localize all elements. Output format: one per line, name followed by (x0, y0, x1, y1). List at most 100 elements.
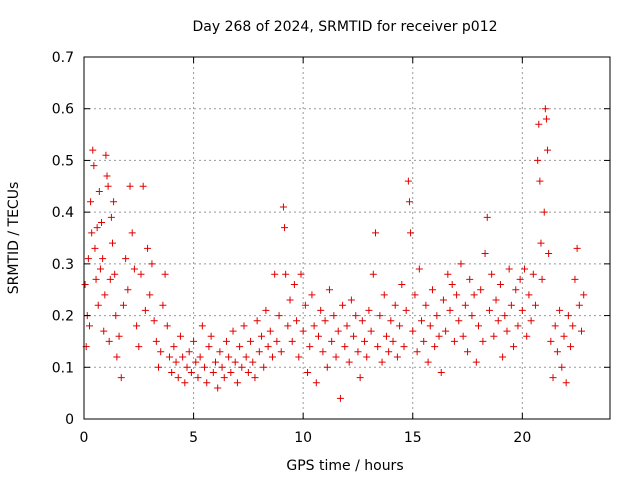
data-point (575, 301, 583, 309)
x-axis: 0 5 10 15 20 (80, 57, 531, 446)
data-point (104, 182, 112, 190)
data-point (122, 255, 130, 263)
data-point (96, 265, 104, 273)
data-point (126, 182, 134, 190)
data-point (112, 312, 120, 320)
data-point (192, 358, 200, 366)
data-point (420, 337, 428, 345)
data-point (216, 348, 224, 356)
data-point (271, 270, 279, 278)
data-point (382, 332, 390, 340)
data-point (102, 151, 110, 159)
x-tick-label: 20 (513, 430, 531, 446)
data-point (393, 353, 401, 361)
data-point (459, 332, 467, 340)
data-point (90, 162, 98, 170)
data-point (404, 177, 412, 185)
data-point (540, 208, 548, 216)
data-point (165, 353, 173, 361)
data-point (321, 317, 329, 325)
data-point (490, 332, 498, 340)
data-point (345, 358, 353, 366)
data-point (253, 317, 261, 325)
data-point (113, 353, 121, 361)
data-point (455, 317, 463, 325)
data-point (92, 275, 100, 283)
data-point (282, 270, 290, 278)
y-tick-label: 0.4 (52, 205, 74, 221)
data-point (499, 353, 507, 361)
data-point (361, 337, 369, 345)
data-point (172, 358, 180, 366)
data-point (453, 291, 461, 299)
y-tick-label: 0.1 (52, 360, 74, 376)
data-point (569, 322, 577, 330)
data-point (529, 270, 537, 278)
data-point (157, 348, 165, 356)
data-point (315, 332, 323, 340)
data-point (475, 322, 482, 330)
data-point (176, 332, 184, 340)
y-tick-label: 0.7 (52, 50, 74, 66)
data-point (396, 322, 404, 330)
data-point (281, 224, 289, 232)
data-point (205, 343, 213, 351)
data-point (542, 115, 550, 123)
data-point (553, 348, 561, 356)
data-point (150, 317, 158, 325)
data-point (240, 322, 248, 330)
data-point (505, 265, 513, 273)
data-point (105, 337, 113, 345)
data-point (437, 368, 445, 376)
data-point (187, 368, 195, 376)
data-point (400, 343, 408, 351)
data-point (531, 301, 539, 309)
data-point (518, 306, 526, 314)
data-point (426, 322, 434, 330)
data-point (477, 286, 485, 294)
data-point (356, 374, 364, 382)
data-point (485, 306, 493, 314)
data-point (284, 322, 292, 330)
data-point (110, 198, 118, 206)
x-tick-label: 0 (80, 430, 89, 446)
y-axis-label: SRMTID / TECUs (6, 182, 22, 295)
data-point (312, 379, 320, 387)
data-point (152, 337, 160, 345)
data-point (358, 317, 366, 325)
data-point (89, 146, 97, 154)
data-point (117, 374, 125, 382)
data-point (492, 296, 500, 304)
data-point (385, 348, 393, 356)
data-point (470, 291, 478, 299)
data-point (155, 363, 163, 371)
data-point (88, 229, 96, 237)
data-point (135, 343, 143, 351)
data-point (369, 270, 377, 278)
data-point (84, 255, 92, 263)
data-point (247, 337, 255, 345)
data-point (273, 337, 281, 345)
data-point (507, 301, 515, 309)
data-point (332, 353, 340, 361)
y-tick-label: 0.3 (52, 257, 74, 273)
data-point (413, 348, 421, 356)
data-point (203, 379, 211, 387)
data-point (181, 379, 189, 387)
data-point (170, 343, 178, 351)
data-point (87, 198, 95, 206)
data-point (551, 322, 559, 330)
data-point (464, 348, 472, 356)
data-point (308, 291, 316, 299)
plot-frame (83, 56, 611, 420)
data-point (115, 332, 123, 340)
grid-lines (84, 57, 610, 419)
data-point (418, 317, 426, 325)
data-point (275, 312, 283, 320)
y-tick-label: 0 (65, 412, 74, 428)
data-point (288, 337, 296, 345)
data-point (534, 156, 542, 164)
data-point (183, 363, 191, 371)
data-point (94, 301, 102, 309)
data-point (439, 296, 447, 304)
